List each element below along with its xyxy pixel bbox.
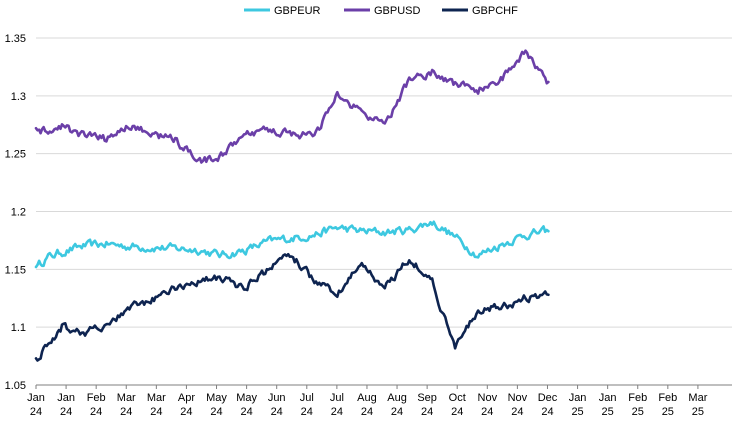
x-tick-label-month: Nov	[478, 392, 498, 404]
x-tick-label-month: Sep	[417, 392, 437, 404]
y-tick-label: 1.15	[5, 264, 26, 276]
legend-label: GBPCHF	[472, 5, 518, 17]
x-tick-label-year: 24	[541, 406, 553, 418]
x-tick-label-year: 25	[692, 406, 704, 418]
x-tick-label-month: Oct	[449, 392, 466, 404]
x-tick-label-month: Jul	[300, 392, 314, 404]
series-lines	[34, 49, 550, 362]
x-tick-label-month: Mar	[688, 392, 707, 404]
x-tick-label-year: 24	[421, 406, 433, 418]
y-tick-label: 1.1	[11, 322, 26, 334]
x-tick-label-month: Jul	[330, 392, 344, 404]
y-tick-label: 1.05	[5, 380, 26, 392]
x-tick-label-year: 24	[30, 406, 42, 418]
x-tick-label-year: 25	[571, 406, 583, 418]
x-tick-label-year: 24	[240, 406, 252, 418]
x-tick-label-year: 24	[120, 406, 132, 418]
x-axis: Jan 24 Jan 24 Feb 24 Mar 24 Mar 24 Apr 24 May 24 May 24…	[27, 384, 732, 418]
x-tick-label-year: 24	[180, 406, 192, 418]
y-tick-label: 1.2	[11, 207, 26, 219]
x-tick-label-month: Feb	[658, 392, 677, 404]
x-tick-label-month: Jan	[569, 392, 587, 404]
x-tick-label-year: 24	[451, 406, 463, 418]
x-tick-label-month: Mar	[117, 392, 136, 404]
x-tick-label-month: Nov	[508, 392, 528, 404]
x-tick-label-month: Jan	[57, 392, 75, 404]
legend-label: GBPUSD	[374, 5, 421, 17]
x-tick-label-month: Jan	[599, 392, 617, 404]
gridlines	[36, 37, 732, 386]
x-tick-label-month: Mar	[147, 392, 166, 404]
x-tick-label-year: 24	[331, 406, 343, 418]
series-line-gbpeur	[34, 220, 550, 269]
y-axis: 1.05 1.1 1.15 1.2 1.25 1.3 1.35	[5, 33, 26, 392]
x-tick-label-year: 24	[210, 406, 222, 418]
x-tick-label-year: 24	[481, 406, 493, 418]
x-tick-label-month: Dec	[538, 392, 558, 404]
x-tick-label-year: 24	[150, 406, 162, 418]
x-tick-label-month: May	[206, 392, 227, 404]
x-tick-label-year: 24	[511, 406, 523, 418]
x-tick-label-month: Jan	[27, 392, 45, 404]
x-tick-label-month: Aug	[357, 392, 377, 404]
x-tick-label-year: 25	[632, 406, 644, 418]
x-tick-label-year: 24	[391, 406, 403, 418]
x-tick-label-year: 24	[301, 406, 313, 418]
y-tick-label: 1.25	[5, 149, 26, 161]
y-tick-label: 1.3	[11, 91, 26, 103]
x-tick-label-month: May	[236, 392, 257, 404]
series-line-gbpusd	[34, 49, 550, 164]
legend: GBPEUR GBPUSD GBPCHF	[244, 5, 518, 17]
legend-label: GBPEUR	[274, 5, 321, 17]
x-tick-label-year: 25	[602, 406, 614, 418]
x-tick-label-year: 24	[271, 406, 283, 418]
x-tick-label-month: Jun	[268, 392, 286, 404]
x-tick-label-year: 25	[662, 406, 674, 418]
series-line-gbpchf	[34, 252, 550, 362]
x-tick-label-year: 24	[361, 406, 373, 418]
x-tick-label-month: Feb	[628, 392, 647, 404]
x-tick-label-year: 24	[60, 406, 72, 418]
x-tick-label-month: Apr	[178, 392, 195, 404]
x-tick-label-month: Aug	[387, 392, 407, 404]
x-tick-label-year: 24	[90, 406, 102, 418]
y-tick-label: 1.35	[5, 33, 26, 45]
x-tick-label-month: Feb	[87, 392, 106, 404]
